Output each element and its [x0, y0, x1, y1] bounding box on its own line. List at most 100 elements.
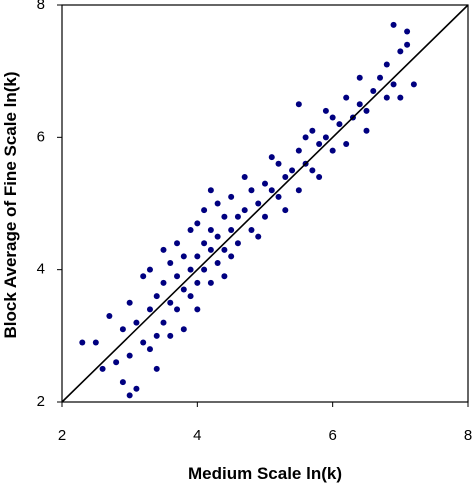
scatter-point [174, 306, 181, 313]
scatter-point [397, 94, 404, 101]
scatter-point [187, 266, 194, 273]
scatter-point [146, 346, 153, 353]
scatter-point [221, 273, 228, 280]
scatter-point [174, 273, 181, 280]
scatter-point [221, 246, 228, 253]
scatter-point [201, 207, 208, 214]
y-axis-title: Block Average of Fine Scale ln(k) [1, 71, 20, 338]
scatter-point [106, 312, 113, 319]
scatter-point [248, 226, 255, 233]
scatter-point [343, 140, 350, 147]
scatter-point [187, 293, 194, 300]
scatter-point [241, 207, 248, 214]
scatter-point [336, 121, 343, 128]
scatter-point [404, 28, 411, 35]
scatter-point [194, 279, 201, 286]
scatter-point [146, 306, 153, 313]
scatter-point [167, 260, 174, 267]
x-tick-label: 6 [328, 427, 336, 444]
scatter-point [140, 273, 147, 280]
scatter-point [228, 193, 235, 200]
scatter-point [377, 74, 384, 81]
scatter-point [404, 41, 411, 48]
scatter-point [194, 220, 201, 227]
scatter-point [207, 246, 214, 253]
scatter-point [194, 306, 201, 313]
scatter-point [275, 160, 282, 167]
scatter-point [289, 167, 296, 174]
scatter-point [356, 101, 363, 108]
scatter-point [241, 174, 248, 181]
scatter-point [201, 266, 208, 273]
scatter-point [126, 299, 133, 306]
scatter-point [390, 21, 397, 28]
scatter-point [207, 226, 214, 233]
scatter-point [397, 48, 404, 55]
scatter-point [187, 226, 194, 233]
scatter-point [322, 134, 329, 141]
scatter-point [180, 253, 187, 260]
y-tick-label: 2 [37, 393, 45, 410]
scatter-point [214, 233, 221, 240]
scatter-point [153, 293, 160, 300]
scatter-point [329, 114, 336, 121]
scatter-point [268, 154, 275, 161]
scatter-point [248, 187, 255, 194]
scatter-point [221, 213, 228, 220]
scatter-point [234, 240, 241, 247]
scatter-point [282, 174, 289, 181]
x-tick-label: 2 [58, 427, 66, 444]
scatter-point [370, 88, 377, 95]
scatter-point [322, 107, 329, 114]
scatter-point [262, 180, 268, 187]
scatter-point [295, 147, 302, 154]
scatter-point [295, 187, 302, 194]
y-tick-label: 6 [37, 128, 45, 145]
scatter-point [282, 207, 289, 214]
scatter-point [207, 187, 214, 194]
scatter-point [167, 332, 174, 339]
scatter-point [160, 319, 167, 326]
scatter-point [160, 246, 167, 253]
scatter-point [302, 134, 309, 141]
scatter-point [140, 339, 147, 346]
scatter-point [153, 365, 160, 372]
scatter-point [214, 200, 221, 207]
scatter-point [363, 107, 370, 114]
scatter-point [356, 74, 363, 81]
scatter-point [92, 339, 99, 346]
y-tick-label: 4 [37, 261, 45, 278]
x-tick-label: 8 [464, 427, 472, 444]
scatter-point [228, 253, 235, 260]
scatter-point [390, 81, 397, 88]
scatter-point [255, 200, 262, 207]
scatter-point [174, 240, 181, 247]
scatter-point [309, 167, 316, 174]
scatter-point [133, 385, 140, 392]
scatter-point [180, 286, 187, 293]
scatter-point [79, 339, 86, 346]
x-tick-label: 4 [193, 427, 201, 444]
scatter-point [119, 326, 126, 333]
x-axis-title: Medium Scale ln(k) [188, 464, 342, 483]
scatter-point [316, 174, 323, 181]
scatter-point [316, 140, 323, 147]
scatter-point [119, 379, 126, 386]
scatter-point [268, 187, 275, 194]
scatter-point [194, 253, 201, 260]
scatter-point [133, 319, 140, 326]
scatter-point [309, 127, 316, 134]
scatter-point [160, 279, 167, 286]
scatter-point [180, 326, 187, 333]
scatter-point [126, 352, 133, 359]
scatter-point [262, 213, 268, 220]
scatter-point [126, 392, 133, 399]
scatter-point [295, 101, 302, 108]
plot-frame [61, 4, 469, 403]
y-tick-label: 8 [37, 0, 45, 13]
scatter-point [167, 299, 174, 306]
scatter-point [214, 260, 221, 267]
scatter-point [113, 359, 120, 366]
